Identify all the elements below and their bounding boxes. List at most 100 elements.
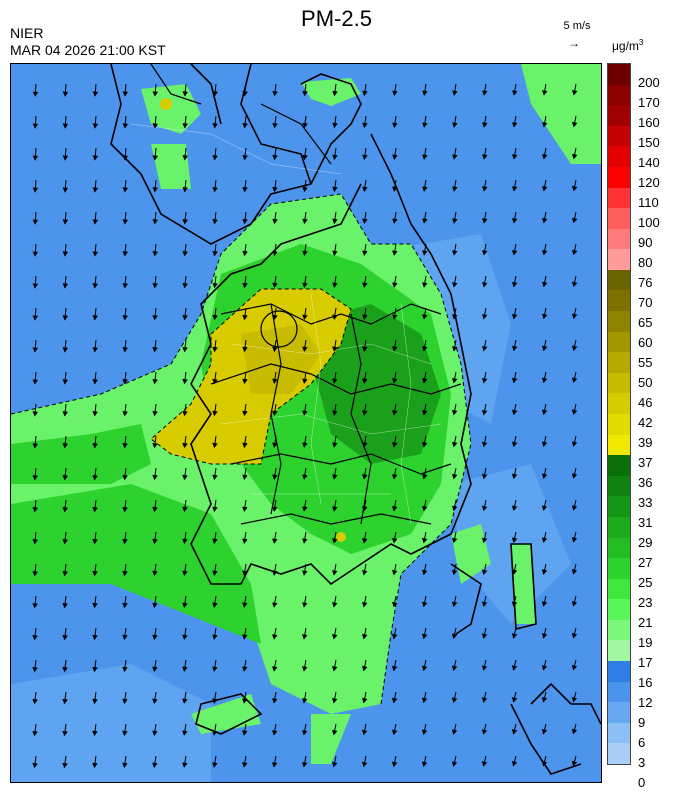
wind-arrow-head	[182, 378, 188, 385]
wind-arrow-head	[32, 315, 39, 321]
legend-color-cell	[608, 311, 630, 333]
wind-arrow-head	[242, 250, 248, 257]
pollution-zone-yellow	[241, 324, 321, 394]
wind-arrow-head	[332, 282, 338, 288]
legend-color-cell	[608, 537, 630, 559]
legend-color-cell	[608, 702, 630, 724]
wind-arrow-head	[182, 251, 188, 257]
wind-arrow-head	[391, 729, 398, 736]
wind-arrow-head	[212, 602, 218, 608]
wind-arrow-head	[182, 123, 188, 129]
wind-arrow-head	[571, 345, 578, 352]
wind-arrow-head	[392, 250, 398, 256]
wind-arrow-head	[182, 570, 188, 577]
wind-arrow-head	[212, 123, 218, 129]
legend-color-cell	[608, 146, 630, 168]
pm25-map[interactable]	[10, 63, 602, 783]
wind-arrow-head	[481, 601, 488, 608]
wind-arrow-head	[332, 570, 338, 576]
wind-arrow-head	[362, 378, 368, 384]
wind-arrow-head	[451, 537, 458, 544]
wind-arrow-head	[212, 634, 218, 640]
wind-arrow-head	[92, 730, 98, 737]
wind-arrow-head	[32, 347, 39, 353]
wind-arrow-head	[212, 698, 218, 704]
wind-arrow-head	[122, 666, 128, 673]
light-sea-patch	[11, 664, 211, 782]
wind-arrow-head	[122, 283, 128, 289]
wind-arrow-head	[32, 379, 39, 385]
wind-arrow-head	[391, 633, 398, 640]
wind-arrow-head	[92, 347, 98, 353]
legend-label: 100	[638, 215, 660, 230]
wind-arrow-head	[272, 314, 278, 321]
legend-color-cell	[608, 331, 630, 353]
wind-arrow-head	[362, 442, 368, 448]
legend-color-cell	[608, 187, 630, 209]
wind-arrow-head	[511, 697, 518, 703]
legend-color-cell	[608, 640, 630, 662]
wind-arrow-head	[541, 313, 548, 320]
wind-arrow-head	[541, 217, 548, 224]
wind-arrow-head	[302, 506, 308, 512]
wind-arrow-head	[421, 537, 428, 544]
legend-label: 110	[638, 195, 659, 210]
wind-arrow-head	[62, 443, 68, 449]
wind-arrow-head	[392, 410, 398, 416]
wind-arrow-head	[422, 90, 428, 96]
legend-label: 12	[638, 695, 653, 710]
wind-arrow-head	[92, 219, 99, 225]
wind-arrow-head	[541, 249, 548, 256]
wind-arrow-head	[212, 250, 218, 257]
wind-arrow-head	[422, 314, 428, 320]
wind-arrow-head	[332, 250, 338, 257]
wind-arrow-head	[152, 506, 158, 513]
wind-arrow-head	[152, 315, 158, 321]
wind-arrow-head	[451, 441, 458, 448]
wind-arrow-head	[571, 249, 578, 256]
wind-arrow-head	[242, 346, 248, 353]
wind-arrow-head	[331, 697, 338, 704]
wind-arrow-head	[152, 251, 158, 257]
wind-arrow-head	[422, 346, 428, 352]
wind-arrow-head	[511, 505, 518, 512]
wind-arrow-head	[272, 666, 278, 672]
wind-arrow-head	[182, 730, 188, 736]
wind-arrow-head	[481, 729, 488, 735]
wind-arrow-head	[512, 90, 518, 96]
wind-arrow-head	[62, 155, 69, 161]
wind-arrow-head	[362, 154, 368, 161]
wind-arrow-head	[182, 187, 188, 193]
wind-arrow-head	[122, 698, 128, 705]
legend-color-cell	[608, 619, 630, 641]
map-title: PM-2.5	[301, 6, 372, 31]
legend-label: 39	[638, 435, 653, 450]
contour-line	[150, 288, 352, 465]
wind-arrow-head	[242, 282, 248, 289]
legend-label: 76	[638, 275, 653, 290]
wind-arrow-head	[422, 282, 428, 288]
wind-arrow-head	[511, 281, 518, 288]
wind-arrow-head	[392, 90, 398, 97]
wind-arrow-head	[62, 634, 68, 641]
wind-arrow-head	[122, 379, 128, 385]
wind-arrow-head	[182, 602, 188, 609]
legend-color-cell	[608, 599, 630, 621]
wind-arrow-head	[152, 187, 158, 193]
wind-arrow-head	[332, 410, 338, 416]
wind-arrow-head	[32, 283, 39, 289]
contour-line	[11, 193, 472, 705]
wind-arrow-head	[361, 697, 368, 704]
wind-arrow-head	[482, 250, 488, 256]
legend-color-cell	[608, 84, 630, 106]
wind-arrow-head	[542, 153, 548, 160]
wind-arrow-head	[152, 666, 158, 673]
wind-arrow-head	[511, 601, 518, 607]
wind-arrow-head	[152, 442, 158, 449]
legend-color-cell	[608, 372, 630, 394]
legend-color-cell	[608, 475, 630, 497]
wind-arrow-head	[332, 378, 338, 384]
wind-arrow-head	[571, 696, 578, 703]
wind-arrow-head	[272, 378, 278, 385]
wind-arrow-head	[512, 186, 518, 192]
